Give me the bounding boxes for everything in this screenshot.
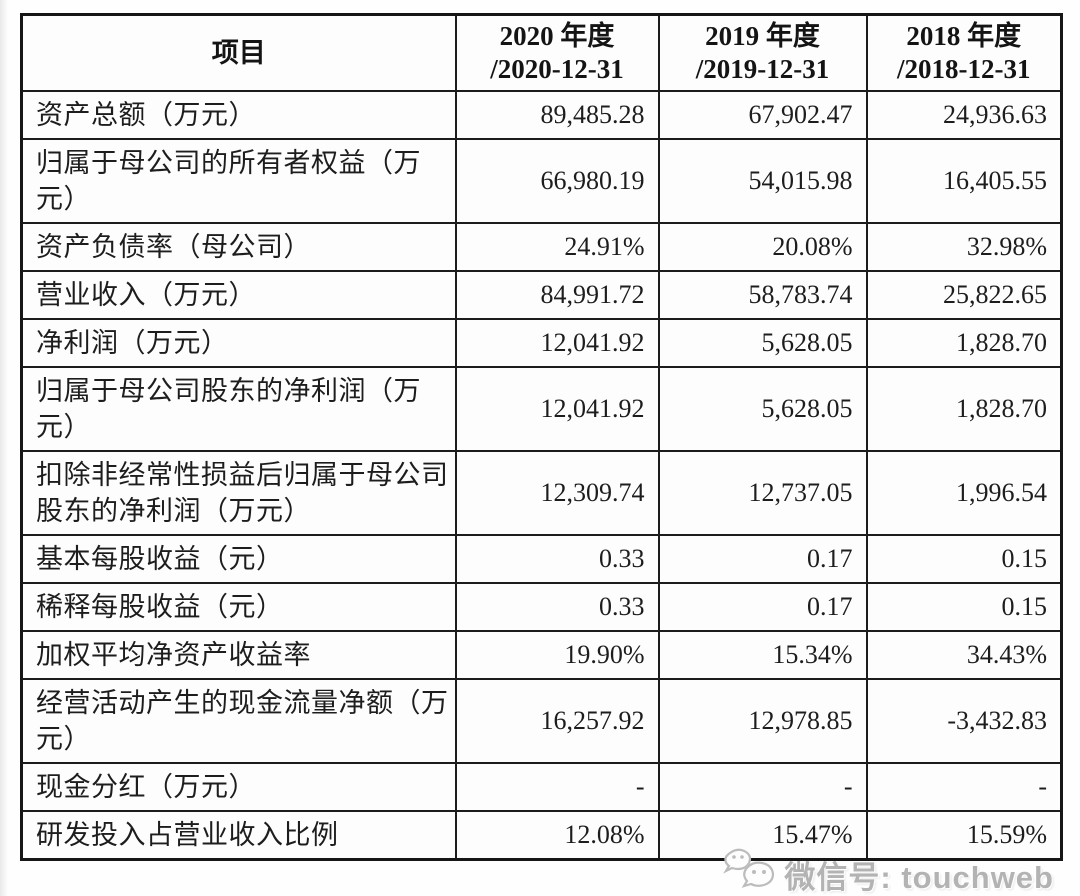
row-value-2019: 12,978.85 [657, 678, 868, 764]
row-value-2019: 54,015.98 [657, 138, 868, 224]
watermark: 微信号: touchweb [0, 847, 1054, 896]
col-header-item: 项目 [20, 13, 457, 92]
row-label: 经营活动产生的现金流量净额（万元） [20, 678, 457, 764]
row-value-2018: 15.59% [865, 810, 1063, 861]
row-value-2019: 67,902.47 [657, 90, 868, 140]
row-value-2018: 25,822.65 [865, 270, 1063, 320]
watermark-text: 微信号: touchweb [784, 860, 1054, 895]
row-value-2019: 5,628.05 [657, 318, 868, 368]
row-value-2019: 15.47% [657, 810, 868, 861]
col-header-period-line2: /2020-12-31 [490, 54, 624, 84]
table-header-row: 项目 2020 年度 /2020-12-31 2019 年度 /2019-12-… [20, 13, 1063, 92]
col-header-period-line1: 2020 年度 [499, 21, 615, 51]
row-value-2020: 19.90% [454, 630, 660, 680]
row-value-2019: 0.17 [657, 582, 868, 632]
row-value-2020: 12.08% [454, 810, 660, 861]
row-value-2018: 34.43% [865, 630, 1063, 680]
row-value-2018: 24,936.63 [865, 90, 1063, 140]
row-label: 现金分红（万元） [20, 762, 457, 812]
row-value-2019: 5,628.05 [657, 366, 868, 452]
table-row: 扣除非经常性损益后归属于母公司股东的净利润（万元） 12,309.74 12,7… [20, 450, 1063, 536]
row-value-2018: -3,432.83 [865, 678, 1063, 764]
row-value-2020: 84,991.72 [454, 270, 660, 320]
wechat-icon [722, 847, 780, 896]
row-value-2020: 0.33 [454, 534, 660, 584]
row-value-2018: 1,828.70 [865, 366, 1063, 452]
col-header-item-label: 项目 [211, 37, 266, 68]
table-row: 资产负债率（母公司） 24.91% 20.08% 32.98% [20, 222, 1063, 272]
row-value-2020: 89,485.28 [454, 90, 660, 140]
table-row: 归属于母公司的所有者权益（万元） 66,980.19 54,015.98 16,… [20, 138, 1063, 224]
row-value-2018: 32.98% [865, 222, 1063, 272]
row-label: 稀释每股收益（元） [20, 582, 457, 632]
row-value-2020: 12,041.92 [454, 366, 660, 452]
financial-summary-table: 项目 2020 年度 /2020-12-31 2019 年度 /2019-12-… [20, 13, 1063, 861]
table-row: 资产总额（万元） 89,485.28 67,902.47 24,936.63 [20, 90, 1063, 140]
row-label: 资产负债率（母公司） [20, 222, 457, 272]
row-value-2018: 0.15 [865, 582, 1063, 632]
row-value-2019: 15.34% [657, 630, 868, 680]
row-value-2018: 1,996.54 [865, 450, 1063, 536]
row-value-2018: 1,828.70 [865, 318, 1063, 368]
row-value-2019: 58,783.74 [657, 270, 868, 320]
table-row: 净利润（万元） 12,041.92 5,628.05 1,828.70 [20, 318, 1063, 368]
table-row: 基本每股收益（元） 0.33 0.17 0.15 [20, 534, 1063, 584]
row-value-2020: 24.91% [454, 222, 660, 272]
col-header-period-line1: 2019 年度 [705, 21, 820, 51]
row-value-2018: 0.15 [865, 534, 1063, 584]
col-header-2019: 2019 年度 /2019-12-31 [657, 13, 868, 92]
row-value-2020: 12,309.74 [454, 450, 660, 536]
table-row: 营业收入（万元） 84,991.72 58,783.74 25,822.65 [20, 270, 1063, 320]
table-row: 加权平均净资产收益率 19.90% 15.34% 34.43% [20, 630, 1063, 680]
row-label: 基本每股收益（元） [20, 534, 457, 584]
row-label: 研发投入占营业收入比例 [20, 810, 457, 861]
row-label: 归属于母公司股东的净利润（万元） [20, 366, 457, 452]
table-row: 现金分红（万元） - - - [20, 762, 1063, 812]
row-label: 营业收入（万元） [20, 270, 457, 320]
col-header-2020: 2020 年度 /2020-12-31 [454, 13, 660, 92]
scan-edge-artifact [0, 0, 8, 896]
row-value-2019: 0.17 [657, 534, 868, 584]
row-value-2020: 12,041.92 [454, 318, 660, 368]
row-label: 净利润（万元） [20, 318, 457, 368]
row-value-2019: - [657, 762, 868, 812]
col-header-period-line1: 2018 年度 [906, 21, 1022, 51]
row-value-2018: 16,405.55 [865, 138, 1063, 224]
col-header-period-line2: /2019-12-31 [695, 54, 830, 84]
table-row: 归属于母公司股东的净利润（万元） 12,041.92 5,628.05 1,82… [20, 366, 1063, 452]
row-value-2018: - [865, 762, 1063, 812]
col-header-2018: 2018 年度 /2018-12-31 [865, 13, 1063, 92]
table-row: 研发投入占营业收入比例 12.08% 15.47% 15.59% [20, 810, 1063, 861]
row-value-2020: 16,257.92 [454, 678, 660, 764]
row-value-2019: 20.08% [657, 222, 868, 272]
row-value-2019: 12,737.05 [657, 450, 868, 536]
table-row: 稀释每股收益（元） 0.33 0.17 0.15 [20, 582, 1063, 632]
financial-table-body: 资产总额（万元） 89,485.28 67,902.47 24,936.63 归… [20, 90, 1063, 861]
row-value-2020: 0.33 [454, 582, 660, 632]
row-label: 资产总额（万元） [20, 90, 457, 140]
row-value-2020: 66,980.19 [454, 138, 660, 224]
col-header-period-line2: /2018-12-31 [897, 54, 1031, 84]
row-label: 加权平均净资产收益率 [20, 630, 457, 680]
table-row: 经营活动产生的现金流量净额（万元） 16,257.92 12,978.85 -3… [20, 678, 1063, 764]
row-label: 归属于母公司的所有者权益（万元） [20, 138, 457, 224]
row-value-2020: - [454, 762, 660, 812]
row-label: 扣除非经常性损益后归属于母公司股东的净利润（万元） [20, 450, 457, 536]
